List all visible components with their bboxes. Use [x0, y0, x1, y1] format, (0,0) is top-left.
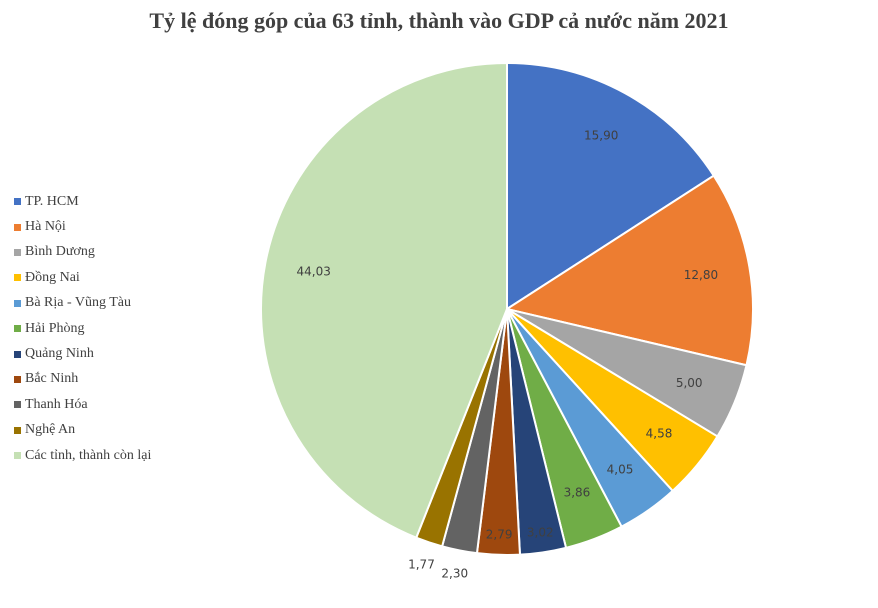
legend-label: Thanh Hóa: [25, 396, 88, 412]
legend-swatch: [14, 325, 21, 333]
legend-label: Nghệ An: [25, 422, 76, 438]
legend-swatch: [14, 248, 21, 256]
legend-label: Bà Rịa - Vũng Tàu: [25, 295, 132, 311]
legend: TP. HCM Hà Nội Bình Dương Đồng Nai Bà Rịa - …: [14, 189, 151, 468]
legend-swatch: [14, 223, 21, 231]
legend-swatch: [14, 401, 21, 409]
legend-swatch: [14, 452, 21, 460]
legend-item: Bắc Ninh: [14, 367, 151, 392]
data-label-6: 3,02: [527, 525, 554, 539]
legend-label: Đồng Nai: [25, 269, 80, 285]
legend-swatch: [14, 198, 21, 206]
data-label-9: 1,77: [408, 558, 435, 572]
data-label-8: 2,30: [441, 566, 468, 580]
data-label-7: 2,79: [486, 528, 513, 542]
chart-title: Tỷ lệ đóng góp của 63 tỉnh, thành vào GD…: [149, 8, 729, 33]
legend-item: Bà Rịa - Vũng Tàu: [14, 291, 151, 316]
legend-label: Các tỉnh, thành còn lại: [25, 447, 152, 463]
pie-slice-10: [260, 61, 508, 539]
legend-label: Bắc Ninh: [25, 371, 79, 387]
data-label-1: 12,80: [684, 268, 718, 282]
pie-slice-0: [506, 61, 716, 311]
legend-item: Bình Dương: [14, 240, 151, 265]
legend-swatch: [14, 299, 21, 307]
legend-label: Quảng Ninh: [25, 346, 94, 362]
data-label-3: 4,58: [646, 427, 673, 441]
legend-swatch: [14, 426, 21, 434]
legend-item: Hà Nội: [14, 214, 151, 239]
legend-item: TP. HCM: [14, 189, 151, 214]
data-label-10: 44,03: [297, 265, 331, 279]
legend-swatch: [14, 350, 21, 358]
legend-item: Thanh Hóa: [14, 392, 151, 417]
legend-item: Quảng Ninh: [14, 341, 151, 366]
legend-item: Hải Phòng: [14, 316, 151, 341]
data-label-0: 15,90: [584, 129, 618, 143]
legend-swatch: [14, 375, 21, 383]
legend-label: Hà Nội: [25, 219, 66, 235]
pie-slice-1: [504, 174, 754, 367]
legend-swatch: [14, 274, 21, 282]
data-label-2: 5,00: [676, 376, 703, 390]
legend-item: Đồng Nai: [14, 265, 151, 290]
legend-label: TP. HCM: [25, 193, 79, 209]
data-label-5: 3,86: [564, 485, 591, 499]
legend-label: Hải Phòng: [25, 320, 85, 336]
data-label-4: 4,05: [607, 463, 634, 477]
legend-item: Các tỉnh, thành còn lại: [14, 443, 151, 468]
legend-item: Nghệ An: [14, 418, 151, 443]
legend-label: Bình Dương: [25, 244, 95, 260]
